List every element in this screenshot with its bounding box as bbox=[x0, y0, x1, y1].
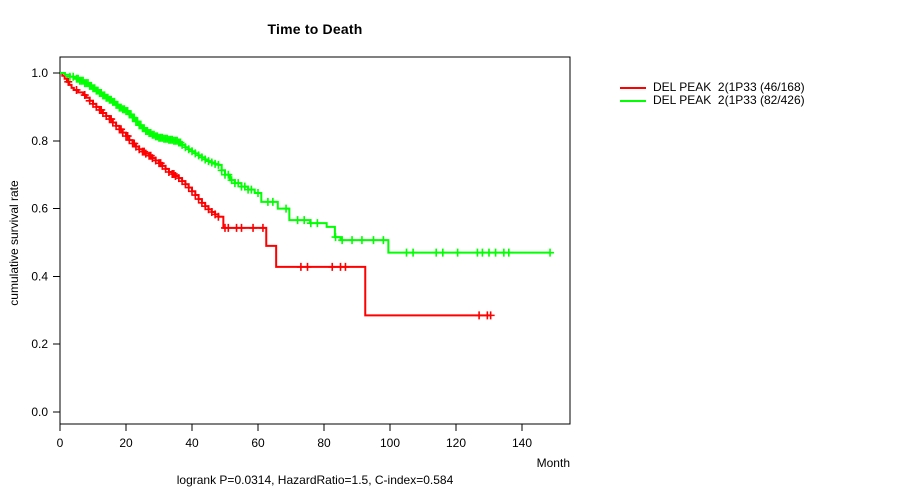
x-tick-label: 140 bbox=[512, 436, 532, 450]
y-tick-label: 0.8 bbox=[31, 134, 48, 148]
legend: DEL PEAK 2(1P33 (46/168) DEL PEAK 2(1P33… bbox=[620, 81, 805, 107]
chart-title: Time to Death bbox=[267, 21, 363, 37]
y-tick-label: 0.0 bbox=[31, 405, 48, 419]
legend-line-green bbox=[620, 99, 646, 102]
legend-item: DEL PEAK 2(1P33 (46/168) bbox=[620, 81, 805, 94]
x-tick-label: 100 bbox=[380, 436, 400, 450]
x-tick-label: 80 bbox=[317, 436, 331, 450]
censor-marks-1 bbox=[65, 72, 555, 257]
y-tick-label: 0.2 bbox=[31, 337, 48, 351]
stats-footnote: logrank P=0.0314, HazardRatio=1.5, C-ind… bbox=[176, 473, 454, 487]
x-axis-title: Month bbox=[536, 456, 570, 470]
plot-box bbox=[59, 56, 571, 425]
censor-marks-0 bbox=[64, 77, 495, 320]
x-tick-label: 40 bbox=[185, 436, 199, 450]
legend-label: DEL PEAK 2(1P33 (82/426) bbox=[653, 93, 805, 107]
x-tick-label: 60 bbox=[251, 436, 265, 450]
y-tick-label: 1.0 bbox=[31, 66, 48, 80]
y-tick-label: 0.4 bbox=[31, 269, 48, 283]
x-tick-label: 20 bbox=[119, 436, 133, 450]
x-tick-label: 0 bbox=[57, 436, 64, 450]
legend-item: DEL PEAK 2(1P33 (82/426) bbox=[620, 94, 805, 107]
y-tick-label: 0.6 bbox=[31, 202, 48, 216]
x-tick-label: 120 bbox=[446, 436, 466, 450]
legend-line-red bbox=[620, 86, 646, 89]
legend-label: DEL PEAK 2(1P33 (46/168) bbox=[653, 80, 805, 94]
survival-curve-1 bbox=[60, 72, 551, 254]
